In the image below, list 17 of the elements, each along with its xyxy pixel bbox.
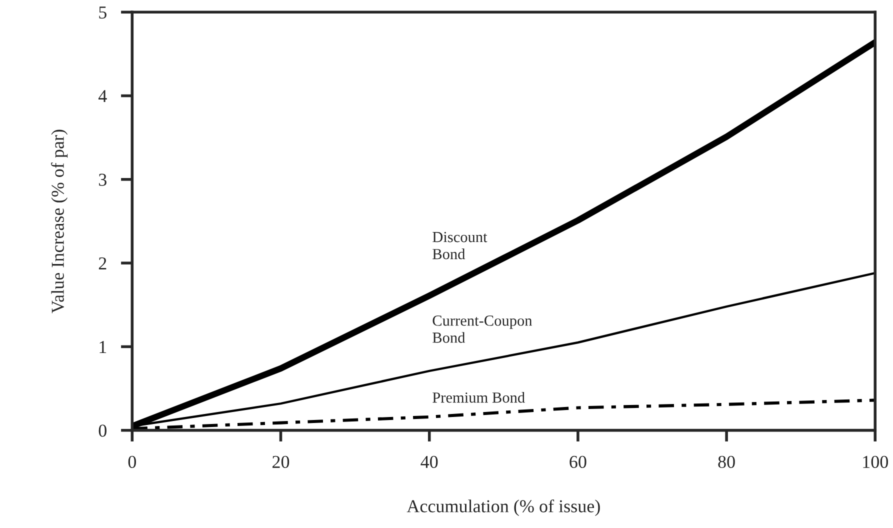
x-tick-label: 100 — [863, 456, 888, 468]
x-tick-label: 80 — [718, 456, 735, 468]
series-label: Premium Bond — [432, 392, 525, 403]
y-tick-label: 4 — [98, 90, 107, 102]
y-tick-label: 0 — [98, 424, 106, 437]
y-axis-title: Value Increase (% of par) — [51, 130, 68, 314]
x-tick-label: 60 — [570, 456, 586, 468]
series-label: Current-Coupon Bond — [432, 316, 532, 343]
y-tick-label: 3 — [99, 174, 106, 186]
series-label: Discount Bond — [432, 232, 488, 260]
x-tick-label: 40 — [420, 456, 438, 468]
x-tick-label: 20 — [272, 456, 290, 468]
y-tick-label: 1 — [100, 341, 106, 353]
x-axis-title: Accumulation (% of issue) — [406, 499, 600, 516]
x-tick-label: 0 — [128, 456, 136, 468]
y-tick-label: 2 — [98, 257, 106, 270]
y-tick-label: 5 — [99, 6, 106, 19]
